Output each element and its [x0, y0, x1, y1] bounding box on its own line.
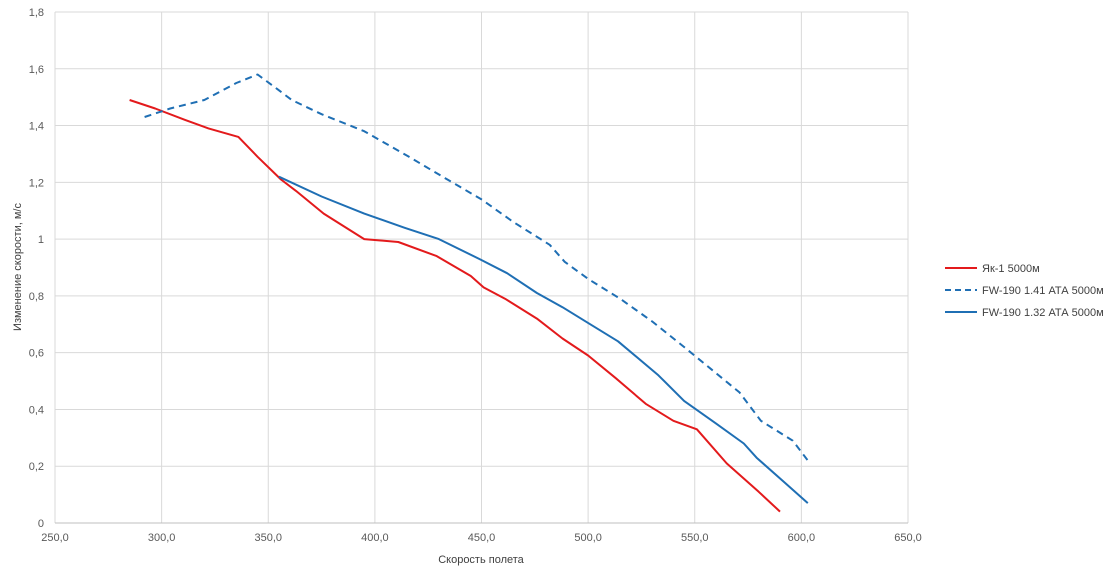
x-tick-label: 300,0	[148, 532, 176, 544]
x-tick-label: 550,0	[681, 532, 709, 544]
y-tick-label: 0,8	[29, 291, 44, 303]
y-tick-label: 1,6	[29, 64, 44, 76]
y-tick-label: 0	[38, 518, 44, 530]
x-tick-labels: 250,0 300,0 350,0 400,0 450,0 500,0 550,0 600,0…	[41, 532, 922, 544]
legend: Як-1 5000м FW-190 1.41 АТА 5000м FW-190 1.…	[945, 263, 1104, 319]
x-tick-label: 450,0	[468, 532, 496, 544]
x-tick-label: 250,0	[41, 532, 69, 544]
series-lines	[129, 73, 809, 513]
series-line-2	[144, 73, 809, 462]
legend-label-1: Як-1 5000м	[982, 263, 1040, 275]
y-tick-label: 1,8	[29, 7, 44, 19]
x-axis-label: Скорость полета	[438, 554, 524, 566]
y-tick-labels: 0 0,2 0,4 0,6 0,8 1 1,2 1,4 1,6 1,8	[29, 7, 44, 530]
y-tick-label: 0,2	[29, 461, 44, 473]
x-tick-label: 500,0	[574, 532, 602, 544]
y-tick-label: 1	[38, 234, 44, 246]
gridlines	[54, 11, 909, 524]
x-tick-label: 400,0	[361, 532, 389, 544]
y-tick-label: 0,4	[29, 404, 44, 416]
series-line-1	[129, 99, 781, 513]
y-tick-label: 0,6	[29, 348, 44, 360]
series-line-3	[278, 175, 809, 504]
y-tick-label: 1,4	[29, 121, 44, 133]
legend-label-3: FW-190 1.32 АТА 5000м	[982, 307, 1104, 319]
x-tick-label: 350,0	[254, 532, 282, 544]
y-axis-label: Изменение скорости, м/с	[12, 203, 24, 331]
legend-label-2: FW-190 1.41 АТА 5000м	[982, 285, 1104, 297]
y-tick-label: 1,2	[29, 177, 44, 189]
x-tick-label: 650,0	[894, 532, 922, 544]
x-tick-label: 600,0	[788, 532, 816, 544]
